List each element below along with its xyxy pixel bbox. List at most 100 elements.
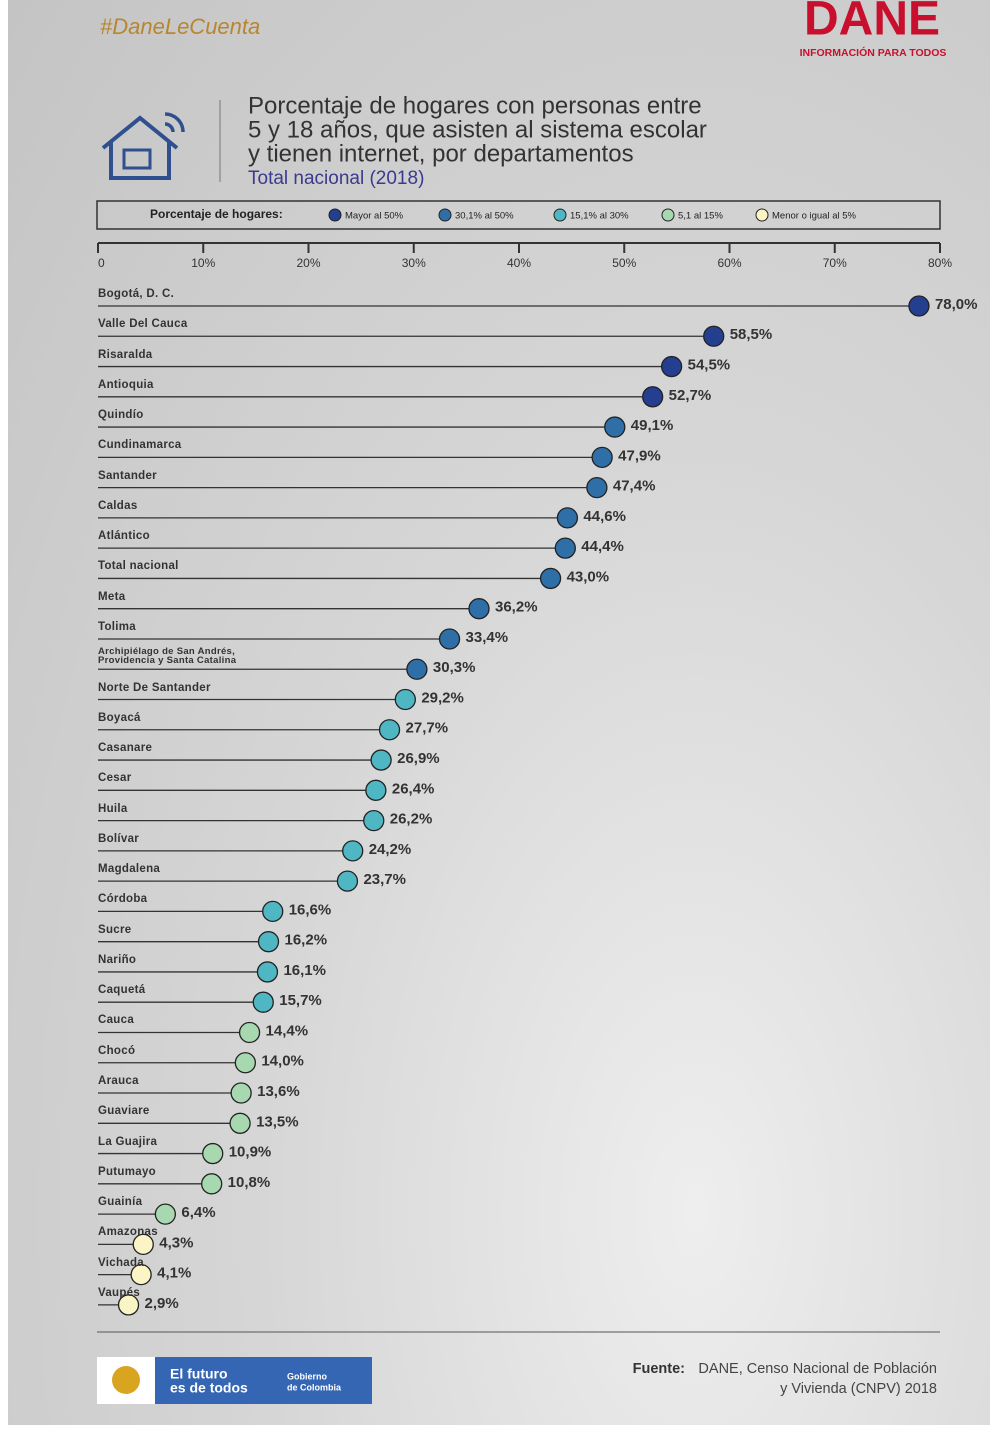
- dot: [117, 1294, 140, 1316]
- value-label: 14,4%: [266, 1022, 309, 1039]
- dot: [234, 1052, 257, 1074]
- value-label: 36,2%: [495, 599, 538, 616]
- category-label: Guaviare: [98, 1105, 150, 1118]
- dot: [257, 931, 280, 953]
- category-label: Vaupés: [98, 1286, 141, 1299]
- title: Porcentaje de hogares con personas entre: [248, 92, 702, 119]
- dot: [378, 719, 401, 741]
- dot: [604, 416, 626, 438]
- legend-box: [96, 200, 941, 230]
- value-label: 10,9%: [229, 1144, 272, 1161]
- source: y Vivienda (CNPV) 2018: [780, 1381, 937, 1397]
- value-label: 26,9%: [397, 750, 440, 767]
- dot: [556, 507, 579, 529]
- category-label: Huila: [98, 802, 128, 815]
- value-label: 44,6%: [583, 508, 626, 525]
- category-label: Meta: [98, 590, 126, 603]
- x-tick-label: 70%: [823, 256, 847, 270]
- dot: [539, 567, 562, 590]
- category-label: Valle Del Cauca: [98, 318, 188, 331]
- x-tick-label: 0: [98, 256, 105, 270]
- gov-slogan: El futuro: [170, 1366, 228, 1382]
- category-label: Total nacional: [98, 560, 179, 573]
- value-label: 16,2%: [285, 932, 328, 949]
- value-label: 4,1%: [157, 1265, 191, 1282]
- dot: [262, 900, 284, 923]
- dot: [154, 1203, 177, 1225]
- gov-box: [155, 1357, 372, 1404]
- value-label: 26,4%: [392, 780, 435, 797]
- value-label: 14,0%: [261, 1053, 304, 1070]
- logo-tagline: INFORMACIÓN PARA TODOS: [800, 46, 947, 59]
- dot: [342, 840, 364, 862]
- x-tick-label: 30%: [402, 256, 426, 270]
- category-label: Cauca: [98, 1014, 135, 1027]
- dot: [202, 1142, 224, 1165]
- legend-title: Porcentaje de hogares:: [150, 207, 283, 221]
- value-label: 24,2%: [369, 841, 412, 858]
- dot: [660, 355, 683, 378]
- value-label: 16,6%: [289, 901, 332, 918]
- dot: [363, 809, 385, 832]
- dot: [908, 295, 930, 317]
- category-label: Santander: [98, 469, 157, 482]
- value-label: 33,4%: [466, 629, 509, 646]
- value-label: 52,7%: [669, 387, 712, 404]
- hashtag: #DaneLeCuenta: [100, 14, 260, 39]
- legend-label: Mayor al 50%: [345, 211, 404, 222]
- value-label: 30,3%: [433, 659, 476, 676]
- category-label: Cesar: [98, 772, 132, 785]
- value-label: 13,5%: [256, 1113, 299, 1130]
- dot: [642, 386, 664, 408]
- legend-swatch: [438, 208, 452, 222]
- source: DANE, Censo Nacional de Población: [698, 1361, 937, 1377]
- dot: [394, 688, 416, 711]
- value-label: 23,7%: [363, 871, 406, 888]
- dot: [591, 446, 613, 469]
- legend-swatch: [755, 208, 769, 222]
- value-label: 29,2%: [421, 689, 464, 706]
- category-label: Sucre: [98, 923, 132, 936]
- dot: [130, 1263, 152, 1286]
- value-label: 47,4%: [613, 478, 656, 495]
- category-label: Amazonas: [98, 1226, 158, 1239]
- source-label: Fuente:: [633, 1361, 685, 1377]
- dot: [438, 628, 461, 650]
- category-label: Guainía: [98, 1196, 143, 1209]
- dot: [256, 961, 279, 983]
- gov-name: de Colombia: [287, 1382, 342, 1392]
- category-label: Boyacá: [98, 711, 141, 724]
- title: 5 y 18 años, que asisten al sistema esco…: [248, 116, 707, 143]
- category-label: Nariño: [98, 953, 137, 966]
- category-label: Arauca: [98, 1075, 139, 1088]
- value-label: 54,5%: [688, 357, 731, 374]
- subtitle: Total nacional (2018): [248, 168, 424, 189]
- dot: [201, 1173, 223, 1195]
- category-label: Atlántico: [98, 530, 150, 543]
- x-tick-label: 10%: [191, 256, 215, 270]
- gov-slogan: es de todos: [170, 1380, 248, 1396]
- value-label: 27,7%: [406, 720, 449, 737]
- dot: [406, 658, 428, 680]
- dot: [586, 476, 608, 499]
- category-label: Risaralda: [98, 348, 153, 361]
- logo: DANE: [804, 0, 940, 46]
- category-label: Archipiélago de San Andrés, Providencia …: [98, 646, 237, 667]
- dot: [703, 325, 725, 347]
- dot: [554, 537, 576, 559]
- legend-swatch: [328, 208, 342, 222]
- category-label: Vichada: [98, 1256, 144, 1269]
- category-label: Cundinamarca: [98, 439, 182, 452]
- x-tick-label: 20%: [296, 256, 320, 270]
- category-label: Antioquia: [98, 378, 154, 391]
- value-label: 47,9%: [618, 447, 661, 464]
- dot: [238, 1021, 261, 1044]
- title: y tienen internet, por departamentos: [248, 140, 634, 167]
- value-label: 26,2%: [390, 811, 433, 828]
- category-label: Norte De Santander: [98, 681, 211, 694]
- category-label: Córdoba: [98, 893, 148, 906]
- legend-swatch: [661, 208, 675, 222]
- dot: [252, 991, 274, 1013]
- value-label: 78,0%: [935, 296, 978, 313]
